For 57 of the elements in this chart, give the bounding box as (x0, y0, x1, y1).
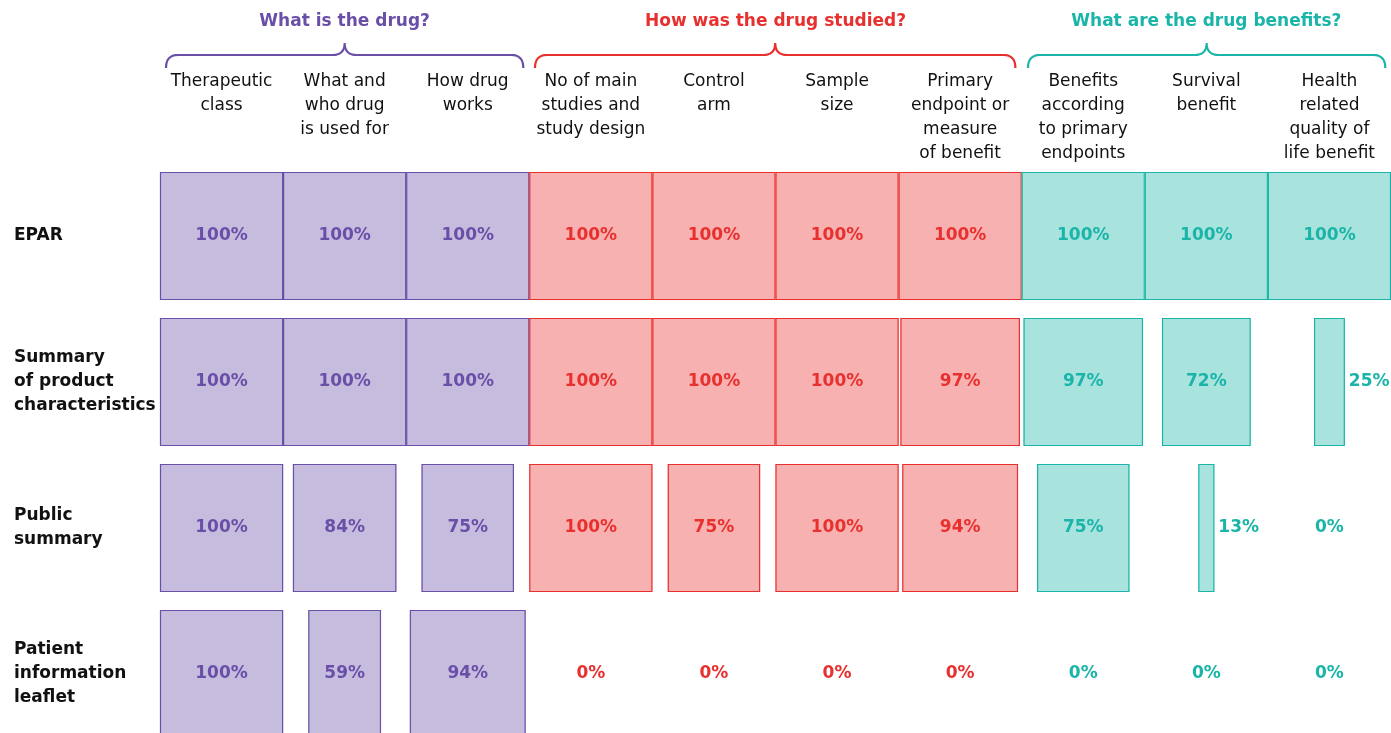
data-label: 0% (699, 662, 729, 683)
data-label: 100% (318, 224, 371, 245)
data-label: 84% (324, 516, 365, 537)
data-label: 100% (1056, 224, 1110, 245)
data-label: 25% (1348, 370, 1390, 391)
data-label: 0% (1315, 516, 1344, 537)
data-label: 100% (564, 516, 618, 537)
data-label: 75% (1062, 516, 1104, 537)
data-label: 75% (447, 516, 489, 537)
data-label: 100% (195, 516, 248, 537)
data-label: 59% (324, 662, 365, 683)
data-label: 94% (939, 516, 981, 537)
data-label: 75% (693, 516, 735, 537)
data-label: 100% (1180, 224, 1233, 245)
data-label: 0% (822, 662, 852, 683)
x-tick-label: Benefits according to primary endpoints (1038, 70, 1128, 163)
data-label: 100% (933, 224, 987, 245)
data-label: 94% (447, 662, 489, 683)
y-tick-label: EPAR (14, 224, 63, 245)
x-tick-label: Survival benefit (1172, 70, 1241, 115)
data-label: 100% (810, 516, 864, 537)
x-tick-label: What and who drug is used for (300, 70, 389, 139)
text: How was the drug studied? (644, 10, 907, 31)
x-tick-label: Sample size (805, 70, 869, 115)
y-tick-label: Public summary (14, 504, 103, 549)
x-tick-label: How drug works (426, 70, 509, 115)
text: What is the drug? (259, 10, 430, 31)
y-tick-label: Patient information leaflet (14, 638, 127, 707)
y-tick-label: Summary of product characteristics (14, 346, 156, 415)
data-label: 0% (1315, 662, 1344, 683)
text: What are the drug benefits? (1071, 10, 1342, 31)
data-label: 72% (1186, 370, 1227, 391)
data-label: 100% (195, 662, 248, 683)
data-label: 97% (939, 370, 981, 391)
data-label: 100% (687, 370, 741, 391)
data-label: 13% (1218, 516, 1260, 537)
data-label: 100% (441, 224, 495, 245)
data-label: 0% (945, 662, 975, 683)
data-label: 0% (1191, 662, 1221, 683)
x-tick-label: No of main studies and study design (536, 70, 646, 139)
x-tick-label: Therapeutic class (169, 70, 273, 115)
x-tick-label: Primary endpoint or measure of benefit (911, 70, 1010, 163)
data-label: 100% (810, 370, 864, 391)
data-label: 100% (564, 370, 618, 391)
data-label: 100% (810, 224, 864, 245)
x-tick-label: Control arm (683, 70, 745, 115)
data-label: 100% (1303, 224, 1356, 245)
data-label: 100% (318, 370, 371, 391)
data-label: 100% (441, 370, 495, 391)
data-label: 100% (195, 370, 248, 391)
data-label: 100% (687, 224, 741, 245)
data-label: 0% (576, 662, 606, 683)
data-label: 97% (1062, 370, 1104, 391)
data-label: 100% (195, 224, 248, 245)
data-label: 100% (564, 224, 618, 245)
x-tick-label: Health related quality of life benefit (1283, 70, 1376, 163)
data-label: 0% (1068, 662, 1098, 683)
